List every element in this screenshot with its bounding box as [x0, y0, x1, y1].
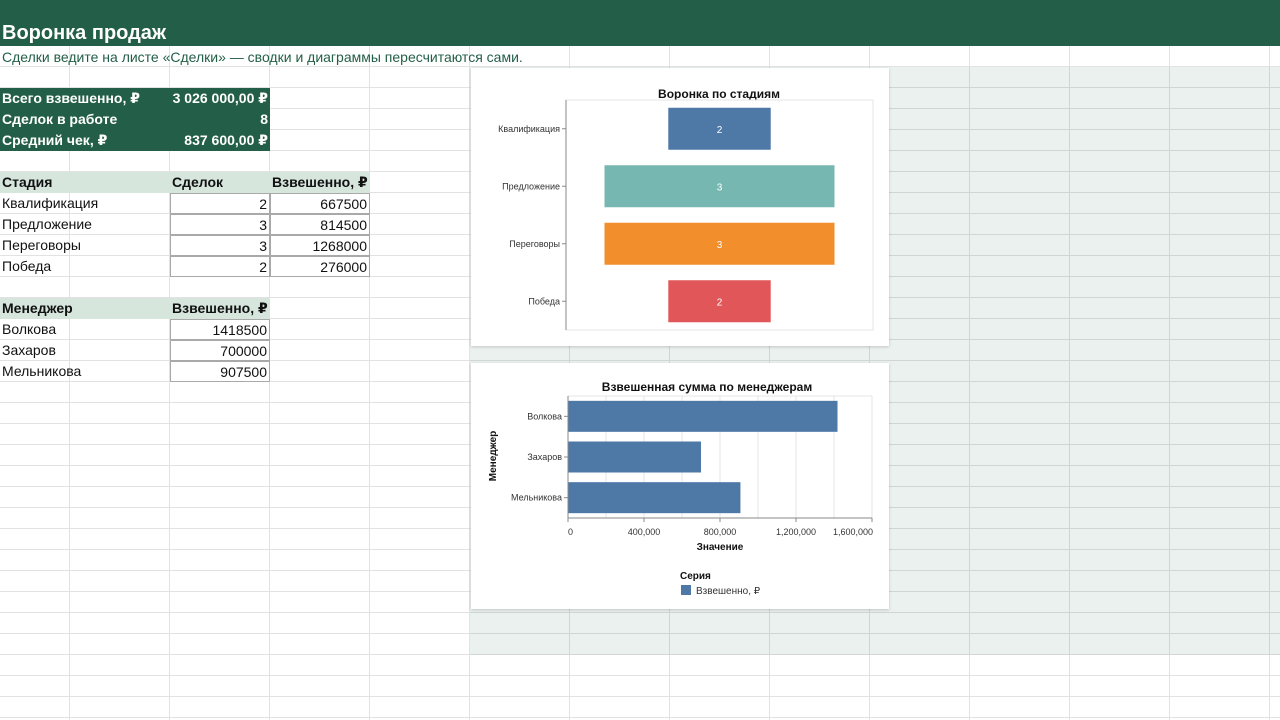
manager-bar — [568, 482, 741, 514]
manager-chart-title: Взвешенная сумма по менеджерам — [602, 380, 813, 394]
legend-label: Взвешенно, ₽ — [696, 586, 761, 597]
page-subtitle: Сделки ведите на листе «Сделки» — сводки… — [2, 49, 523, 65]
legend-swatch — [681, 585, 691, 595]
stage-weighted-cell[interactable]: 1268000 — [270, 235, 370, 256]
stage-deals-cell[interactable]: 3 — [170, 235, 270, 256]
funnel-bar — [668, 280, 771, 323]
funnel-bar-label: 2 — [717, 297, 723, 308]
kpi-label-average-check[interactable]: Средний чек, ₽ — [0, 130, 170, 151]
stage-table-header-weighted[interactable]: Взвешенно, ₽ — [270, 172, 370, 193]
funnel-chart-title: Воронка по стадиям — [658, 87, 780, 101]
kpi-value-average-check[interactable]: 837 600,00 ₽ — [170, 130, 270, 151]
stage-table-header-deals[interactable]: Сделок — [170, 172, 270, 193]
stage-name-cell[interactable]: Победа — [2, 258, 52, 274]
manager-name-cell[interactable]: Волкова — [2, 321, 57, 337]
manager-y-tick-label: Захаров — [527, 452, 562, 462]
manager-weighted-cell[interactable]: 1418500 — [170, 319, 270, 340]
manager-x-tick-label: 1,200,000 — [776, 527, 816, 537]
stage-deals-cell[interactable]: 2 — [170, 256, 270, 277]
manager-chart-legend-title: Серия — [680, 571, 711, 582]
manager-x-tick-label: 0 — [568, 527, 573, 537]
manager-table-header-name[interactable]: Менеджер — [0, 298, 170, 319]
kpi-label-deals-in-progress[interactable]: Сделок в работе — [0, 109, 170, 130]
funnel-chart[interactable]: Воронка по стадиям 2 Квалификация 3 Предлож… — [471, 68, 889, 346]
stage-name-cell[interactable]: Переговоры — [2, 237, 81, 253]
funnel-y-tick-label: Предложение — [502, 181, 560, 191]
manager-table-header-weighted[interactable]: Взвешенно, ₽ — [170, 298, 270, 319]
stage-name-cell[interactable]: Предложение — [2, 216, 92, 232]
funnel-bar — [604, 222, 835, 265]
funnel-bar-label: 3 — [717, 182, 723, 193]
stage-weighted-cell[interactable]: 667500 — [270, 193, 370, 214]
manager-chart[interactable]: Взвешенная сумма по менеджерам Значение … — [471, 363, 889, 609]
manager-bar — [568, 400, 838, 432]
kpi-label-total-weighted[interactable]: Всего взвешенно, ₽ — [0, 88, 170, 109]
manager-chart-y-axis-title: Менеджер — [488, 431, 499, 481]
manager-bar — [568, 441, 701, 473]
stage-weighted-cell[interactable]: 814500 — [270, 214, 370, 235]
stage-table-header-stage[interactable]: Стадия — [0, 172, 170, 193]
stage-name-cell[interactable]: Квалификация — [2, 195, 99, 211]
manager-chart-x-axis-title: Значение — [697, 542, 744, 553]
stage-weighted-cell[interactable]: 276000 — [270, 256, 370, 277]
manager-x-tick-label: 1,600,000 — [833, 527, 873, 537]
funnel-y-tick-label: Победа — [528, 296, 560, 306]
manager-weighted-cell[interactable]: 907500 — [170, 361, 270, 382]
funnel-bar-label: 2 — [717, 125, 723, 136]
kpi-value-total-weighted[interactable]: 3 026 000,00 ₽ — [170, 88, 270, 109]
funnel-y-tick-label: Квалификация — [498, 124, 560, 134]
funnel-chart-svg: Воронка по стадиям 2 Квалификация 3 Предлож… — [498, 87, 874, 331]
title-band — [0, 0, 1280, 46]
manager-name-cell[interactable]: Захаров — [2, 342, 56, 358]
stage-deals-cell[interactable]: 3 — [170, 214, 270, 235]
page-title: Воронка продаж — [2, 22, 167, 44]
manager-x-tick-label: 800,000 — [704, 527, 737, 537]
kpi-value-deals-in-progress[interactable]: 8 — [170, 109, 270, 130]
manager-weighted-cell[interactable]: 700000 — [170, 340, 270, 361]
manager-x-tick-label: 400,000 — [628, 527, 661, 537]
manager-y-tick-label: Мельникова — [511, 493, 562, 503]
stage-deals-cell[interactable]: 2 — [170, 193, 270, 214]
funnel-bar-label: 3 — [717, 240, 723, 251]
funnel-y-tick-label: Переговоры — [509, 239, 560, 249]
funnel-bar — [604, 165, 835, 208]
manager-y-tick-label: Волкова — [527, 411, 562, 421]
funnel-bar — [668, 107, 771, 150]
manager-name-cell[interactable]: Мельникова — [2, 363, 82, 379]
manager-chart-svg: Взвешенная сумма по менеджерам Значение … — [488, 380, 873, 597]
